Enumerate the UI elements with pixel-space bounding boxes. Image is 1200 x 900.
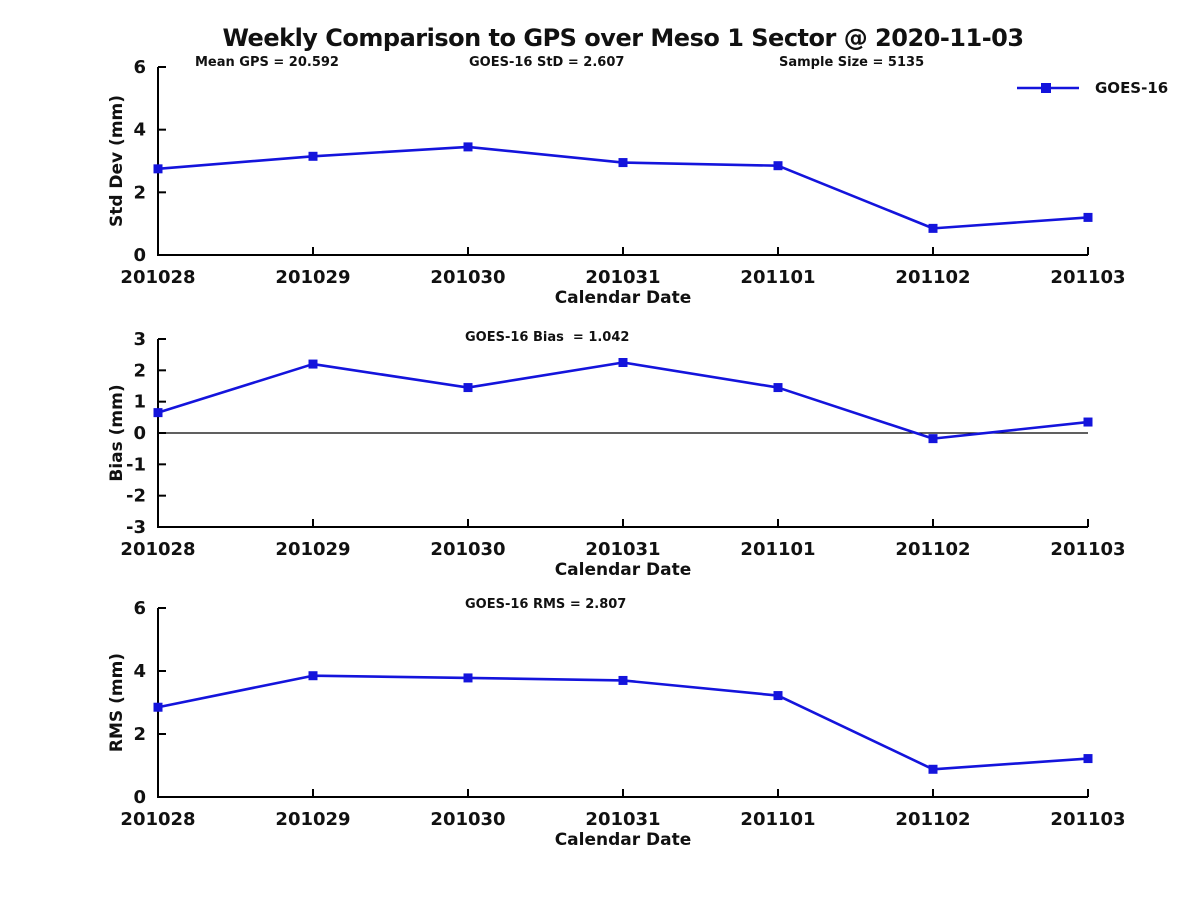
y-tick-label: 6 [133, 57, 146, 78]
x-tick-label: 201101 [740, 539, 815, 560]
legend-line-marker-icon [1017, 83, 1079, 93]
y-tick-label: 4 [133, 120, 146, 141]
data-point-marker [463, 142, 473, 152]
data-point-marker [308, 671, 318, 681]
x-tick-label: 201102 [895, 539, 970, 560]
annotation-mean-gps: Mean GPS = 20.592 [195, 55, 339, 70]
subplot-rms-title: GOES-16 RMS = 2.807 [465, 597, 627, 612]
data-point-marker [308, 359, 318, 369]
x-tick-label: 201030 [430, 809, 505, 830]
x-tick-label: 201031 [585, 267, 660, 288]
subplot-0: 0 2 4 6 201028 201029 201030 201031 201101 201102… [107, 57, 1126, 308]
y-axis-label: Bias (mm) [107, 384, 127, 481]
x-tick-label: 201029 [275, 539, 350, 560]
series-line [157, 361, 1089, 440]
y-tick-label: -2 [126, 486, 146, 507]
x-axis-label: Calendar Date [555, 560, 692, 580]
data-point-marker [618, 158, 628, 168]
x-tick-label: 201029 [275, 809, 350, 830]
annotation-sample-size: Sample Size = 5135 [779, 55, 925, 70]
x-tick-label: 201103 [1050, 809, 1125, 830]
x-tick-label: 201102 [895, 809, 970, 830]
x-tick-label: 201028 [120, 539, 195, 560]
data-point-marker [773, 691, 783, 701]
legend-label: GOES-16 [1095, 79, 1169, 97]
y-tick-label: 2 [133, 724, 146, 745]
data-point-marker [773, 383, 783, 393]
x-tick-label: 201030 [430, 267, 505, 288]
x-tick-label: 201103 [1050, 267, 1125, 288]
legend-square-marker-icon [1041, 83, 1051, 93]
subplot-2: 0 2 4 6 201028 201029 201030 201031 201101 201102… [107, 598, 1126, 850]
data-point-marker [1083, 212, 1093, 222]
x-tick-label: 201031 [585, 539, 660, 560]
data-point-marker [1083, 417, 1093, 427]
data-point-marker [463, 383, 473, 393]
x-tick-label: 201029 [275, 267, 350, 288]
data-point-marker [928, 434, 938, 444]
annotation-goes16-std: GOES-16 StD = 2.607 [469, 55, 625, 70]
y-tick-label: 3 [133, 329, 146, 350]
y-axis-label: RMS (mm) [107, 653, 127, 752]
data-point-marker [773, 161, 783, 171]
subplot-1: -3 -2 -1 0 1 2 3 201028 201029 201030 201031 201101… [107, 329, 1126, 580]
x-axis-label: Calendar Date [555, 288, 692, 308]
data-point-marker [928, 764, 938, 774]
data-point-marker [618, 358, 628, 367]
x-tick-label: 201028 [120, 809, 195, 830]
y-tick-label: 1 [133, 392, 146, 413]
figure-title: Weekly Comparison to GPS over Meso 1 Sec… [222, 24, 1024, 52]
y-tick-label: -1 [126, 454, 146, 475]
series-line [157, 674, 1089, 771]
y-tick-label: 0 [133, 787, 146, 808]
x-tick-label: 201028 [120, 267, 195, 288]
y-tick-label: 0 [133, 245, 146, 266]
data-point-marker [153, 408, 163, 418]
data-point-marker [153, 164, 163, 174]
data-point-marker [1083, 754, 1093, 764]
x-tick-label: 201103 [1050, 539, 1125, 560]
data-point-marker [618, 675, 628, 685]
data-point-marker [308, 151, 318, 161]
legend: GOES-16 [1017, 78, 1168, 98]
y-tick-label: 0 [133, 423, 146, 444]
y-tick-label: 2 [133, 182, 146, 203]
x-tick-label: 201101 [740, 267, 815, 288]
y-tick-label: 2 [133, 360, 146, 381]
data-point-marker [928, 223, 938, 233]
data-point-marker [153, 702, 163, 712]
x-tick-label: 201030 [430, 539, 505, 560]
data-point-marker [463, 673, 473, 683]
x-tick-label: 201101 [740, 809, 815, 830]
y-tick-label: 6 [133, 598, 146, 619]
x-tick-label: 201031 [585, 809, 660, 830]
y-tick-label: -3 [126, 517, 146, 538]
y-tick-label: 4 [133, 661, 146, 682]
y-axis-label: Std Dev (mm) [107, 95, 127, 227]
subplot-bias-title: GOES-16 Bias = 1.042 [465, 330, 630, 345]
x-axis-label: Calendar Date [555, 830, 692, 850]
x-tick-label: 201102 [895, 267, 970, 288]
